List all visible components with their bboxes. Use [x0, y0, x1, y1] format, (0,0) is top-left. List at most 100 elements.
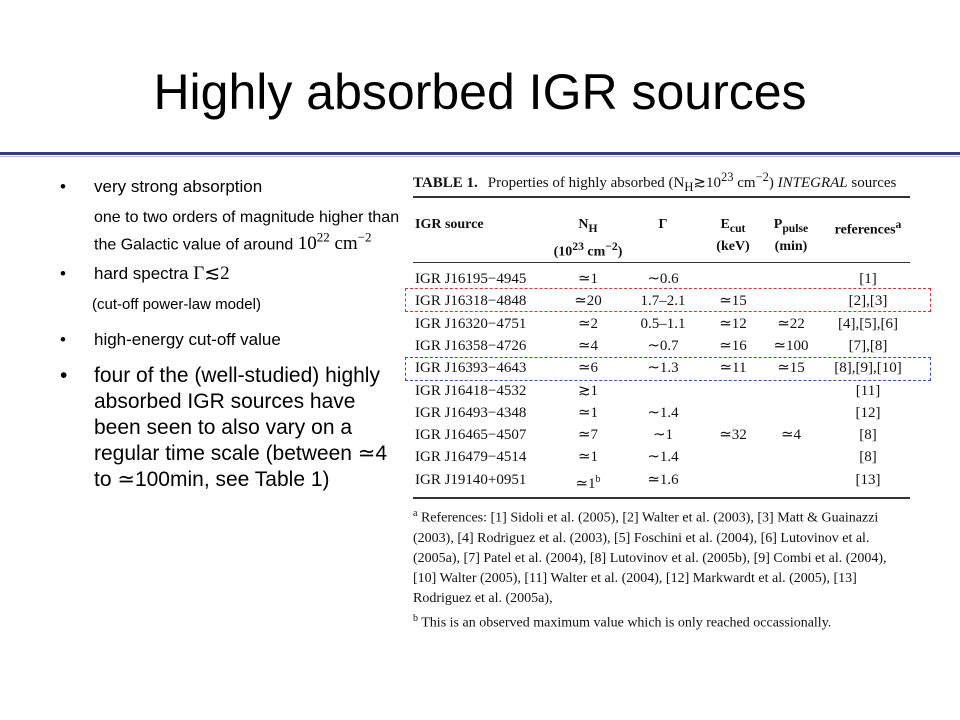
table-top-rule: [413, 196, 910, 198]
note-b-sup: b: [413, 612, 418, 624]
note-b-text: This is an observed maximum value which …: [418, 615, 832, 631]
bullet-absorption-text: very strong absorption: [94, 177, 263, 196]
cell-ppulse: ≃15: [759, 357, 823, 379]
bullet-hard-spectra-text: hard spectra: [94, 264, 189, 284]
cell-gamma: ∼1.4: [628, 446, 698, 468]
column-density-math: 1022 cm−2: [297, 230, 372, 255]
bullet-variability-text: four of the (well-studied) highly absorb…: [94, 364, 388, 492]
cell-source: IGR J16465−4507: [415, 424, 545, 446]
note-a-text: References: [1] Sidoli et al. (2005), [2…: [413, 510, 887, 606]
cell-refs-text: [1]: [859, 271, 877, 287]
cell-refs: [11]: [825, 380, 911, 402]
header-nh-unit-exp: 23: [572, 239, 584, 253]
cell-nh: ≃1: [558, 402, 618, 424]
note-b: b This is an observed maximum value whic…: [413, 609, 913, 634]
cell-refs: [1]: [825, 268, 911, 290]
bullet-dot: •: [60, 364, 68, 388]
table-notes: a References: [1] Sidoli et al. (2005), …: [413, 504, 913, 633]
caption-sub: H: [684, 180, 694, 194]
header-nh-unit-close: ): [617, 244, 623, 260]
cell-source: IGR J16493−4348: [415, 402, 545, 424]
title-divider-shadow: [0, 156, 960, 157]
note-a-sup: a: [413, 508, 418, 519]
cell-source: IGR J19140+0951: [415, 469, 545, 491]
cell-gamma: ≃1.6: [628, 469, 698, 491]
cell-refs: [12]: [825, 402, 911, 424]
cell-ecut-text: ≃15: [719, 293, 747, 310]
sub-cutoff-model: (cut-off power-law model): [92, 296, 261, 314]
cell-nh-text: ≃4: [577, 337, 599, 354]
cell-source-text: IGR J16358−4726: [415, 337, 527, 354]
cell-nh: ≳1: [558, 380, 618, 402]
cell-source-text: IGR J19140+0951: [415, 471, 527, 488]
bullet-dot: •: [60, 330, 66, 350]
cell-ppulse: ≃100: [759, 335, 823, 357]
cell-gamma-text: ∼1.3: [647, 360, 679, 377]
caption-italic: INTEGRAL: [777, 175, 848, 191]
table-row: IGR J16195−4945 ≃1 ∼0.6 [1]: [413, 268, 910, 290]
cell-nh-sup: b: [595, 473, 601, 485]
cell-gamma-text: ∼1.4: [647, 449, 679, 466]
cell-source: IGR J16393−4643: [415, 357, 545, 379]
cell-source-text: IGR J16195−4945: [415, 271, 527, 287]
bullet-variability: • four of the (well-studied) highly abso…: [60, 363, 405, 493]
cell-nh-text: ≃1: [577, 271, 599, 287]
cell-nh-text: ≃2: [577, 315, 599, 332]
cell-ppulse-text: ≃100: [773, 337, 809, 354]
cell-ppulse-text: ≃15: [777, 360, 805, 377]
header-ppulse-unit: (min): [774, 238, 808, 254]
cell-nh: ≃1: [558, 268, 618, 290]
cell-ppulse: ≃22: [759, 313, 823, 335]
table-row: IGR J16320−4751 ≃2 0.5–1.1 ≃12 ≃22 [4],[5],[6…: [413, 313, 910, 335]
header-ecut-symbol: E: [720, 217, 730, 232]
cell-ppulse-text: ≃22: [777, 315, 805, 332]
table-row: IGR J16479−4514 ≃1 ∼1.4 [8]: [413, 446, 910, 468]
cell-nh: ≃4: [558, 335, 618, 357]
title-divider: [0, 152, 960, 155]
cell-ecut: ≃32: [703, 424, 763, 446]
header-nh-symbol: N: [578, 217, 589, 232]
cell-refs: [7],[8]: [825, 335, 911, 357]
header-ecut-unit: (keV): [716, 238, 750, 254]
table-row: IGR J19140+0951 ≃1b ≃1.6 [13]: [413, 469, 910, 492]
table-bottom-rule: [413, 497, 910, 499]
table-row: IGR J16358−4726 ≃4 ∼0.7 ≃16 ≃100 [7],[8]: [413, 335, 910, 357]
cell-nh: ≃20: [558, 290, 618, 312]
header-source: IGR source: [415, 217, 484, 232]
header-nh-unit: (10: [553, 244, 573, 260]
cell-refs: [2],[3]: [825, 290, 911, 312]
cell-refs-text: [11]: [855, 382, 881, 399]
header-refs-text: references: [834, 222, 896, 238]
cell-nh-text: ≃1: [575, 475, 596, 492]
table-row: IGR J16318−4848 ≃20 1.7–2.1 ≃15 [2],[3]: [413, 290, 910, 312]
bullet-cutoff-text: high-energy cut-off value: [94, 330, 281, 350]
cell-gamma: ∼1: [628, 424, 698, 446]
cell-nh: ≃6: [558, 357, 618, 379]
properties-table: TABLE 1. Properties of highly absorbed (N…: [413, 164, 915, 640]
cell-source-text: IGR J16320−4751: [415, 315, 527, 332]
cell-ecut-text: ≃16: [719, 337, 747, 354]
bullet-dot: •: [60, 264, 66, 284]
cell-ecut: ≃15: [703, 290, 763, 312]
highlight-box-blue: [405, 357, 931, 381]
cell-refs: [8]: [825, 424, 911, 446]
sub-absorption: one to two orders of magnitude higher th…: [60, 208, 405, 255]
cell-nh-text: ≃20: [574, 293, 602, 310]
math-base: 10: [297, 233, 317, 255]
cell-refs-text: [13]: [855, 471, 881, 488]
cell-refs-text: [2],[3]: [848, 293, 888, 310]
cell-gamma: 1.7–2.1: [628, 290, 698, 312]
cell-source-text: IGR J16393−4643: [415, 360, 527, 377]
cell-gamma: ∼0.6: [628, 268, 698, 290]
cell-gamma: 0.5–1.1: [628, 313, 698, 335]
header-refs-sup: a: [895, 218, 902, 231]
header-refs: referencesa: [823, 216, 913, 240]
cell-nh-text: ≃1: [577, 404, 599, 421]
caption-unit: cm: [733, 175, 756, 191]
cell-ppulse: ≃4: [759, 424, 823, 446]
cell-nh: ≃7: [558, 424, 618, 446]
cell-refs-text: [4],[5],[6]: [838, 315, 898, 332]
cell-nh: ≃1: [558, 446, 618, 468]
cell-source-text: IGR J16493−4348: [415, 404, 527, 421]
header-ppulse-symbol: P: [773, 217, 783, 232]
